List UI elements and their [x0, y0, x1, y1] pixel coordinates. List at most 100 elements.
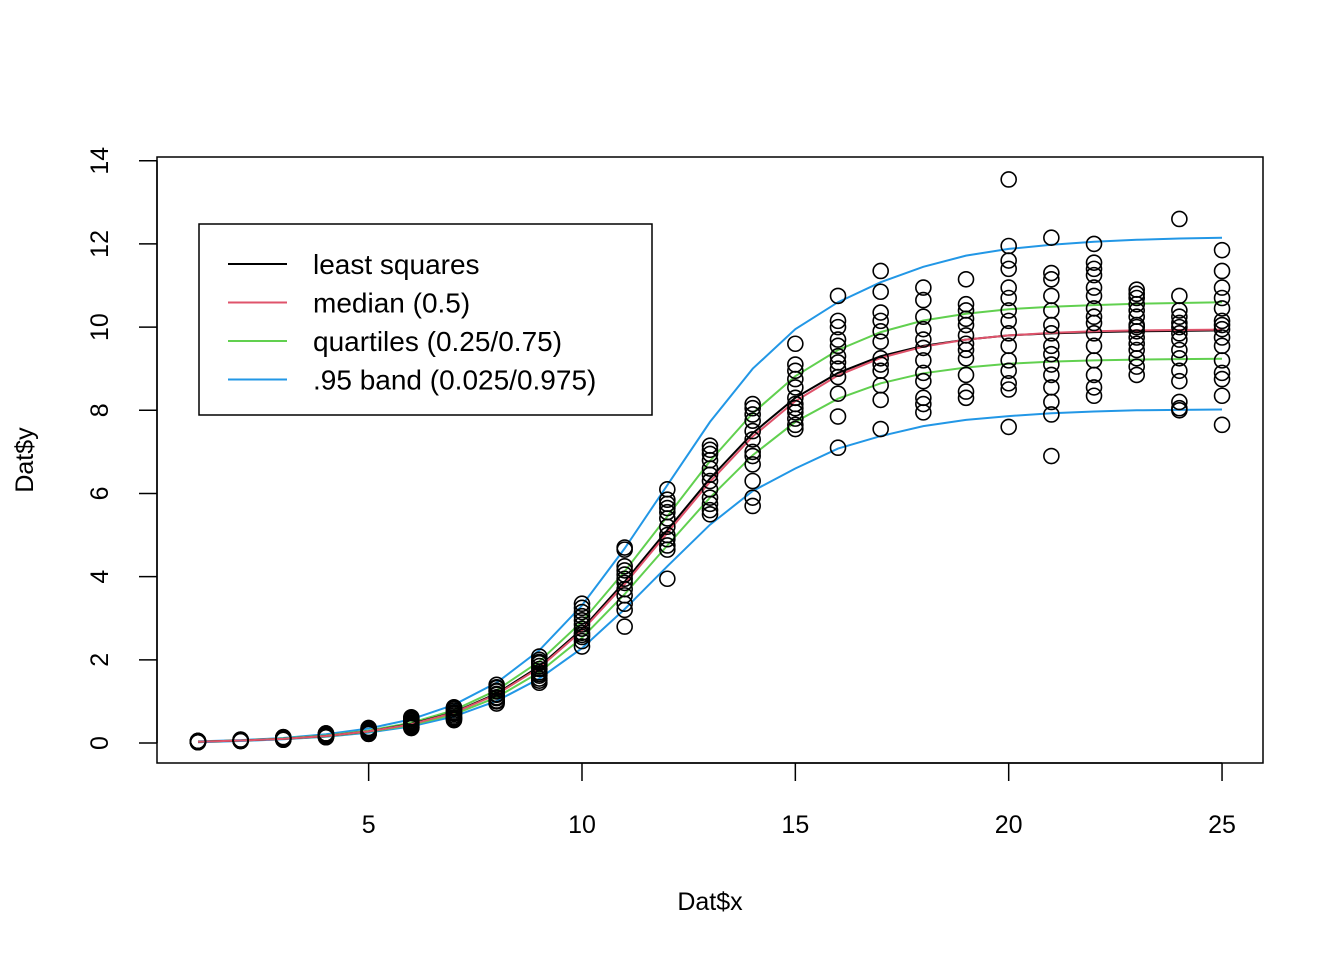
- legend: least squares median (0.5) quartiles (0.25…: [198, 223, 653, 416]
- data-point: [1085, 300, 1103, 317]
- data-point: [1085, 287, 1103, 305]
- data-point: [573, 626, 591, 644]
- data-point: [787, 416, 804, 434]
- data-point: [829, 337, 847, 355]
- data-point: [829, 347, 847, 365]
- data-point: [701, 505, 719, 523]
- legend-label: quartiles (0.25/0.75): [313, 326, 562, 357]
- x-axis: 5 10 15 20 25: [362, 762, 1236, 839]
- data-point: [1213, 289, 1231, 307]
- data-point: [872, 322, 889, 340]
- data-point: [1000, 337, 1017, 355]
- data-point: [1128, 341, 1145, 359]
- data-point: [829, 312, 847, 330]
- data-point: [1128, 281, 1145, 298]
- data-point: [1171, 308, 1188, 326]
- y-tick-label: 14: [86, 147, 114, 175]
- data-point: [787, 335, 804, 353]
- data-point: [872, 283, 889, 301]
- data-point: [616, 539, 633, 556]
- y-tick-label: 0: [86, 736, 114, 750]
- data-point: [1171, 372, 1188, 390]
- data-point: [957, 270, 975, 288]
- data-point: [1171, 318, 1188, 336]
- data-point: [616, 570, 633, 588]
- data-point: [1043, 366, 1060, 384]
- data-point: [872, 362, 889, 380]
- data-point: [872, 356, 889, 373]
- data-point: [829, 385, 847, 402]
- data-point: [360, 719, 377, 737]
- data-point: [1085, 260, 1103, 278]
- data-point: [445, 709, 463, 727]
- x-tick-label: 10: [568, 811, 596, 839]
- data-point: [787, 389, 804, 407]
- data-point: [1171, 325, 1188, 342]
- data-point: [1043, 447, 1060, 465]
- data-point: [1000, 279, 1017, 296]
- data-point: [957, 366, 975, 384]
- data-point: [957, 335, 975, 353]
- data-point: [1213, 387, 1231, 405]
- data-point: [701, 472, 719, 490]
- data-point: [701, 445, 719, 463]
- data-point: [659, 526, 676, 544]
- y-tick-label: 12: [86, 230, 114, 258]
- data-point: [1043, 345, 1060, 363]
- data-point: [915, 331, 932, 348]
- data-point: [744, 443, 761, 461]
- data-point: [403, 718, 420, 736]
- data-point: [1043, 406, 1060, 423]
- data-point: [1043, 270, 1060, 288]
- data-point: [1171, 210, 1188, 228]
- data-point: [616, 618, 633, 635]
- data-point: [872, 333, 889, 350]
- x-tick-label: 5: [362, 811, 376, 839]
- data-point: [659, 503, 676, 521]
- data-point: [445, 699, 463, 717]
- data-point: [1213, 300, 1231, 317]
- data-point: [1043, 356, 1060, 373]
- data-point: [1171, 393, 1188, 411]
- data-point: [1213, 262, 1231, 280]
- x-tick-label: 25: [1208, 811, 1236, 839]
- data-point: [1128, 302, 1145, 319]
- data-point: [1128, 358, 1145, 375]
- data-point: [1085, 266, 1103, 284]
- data-point: [957, 295, 975, 313]
- data-point: [659, 481, 676, 498]
- data-point: [1000, 171, 1017, 188]
- data-point: [189, 732, 207, 750]
- y-tick-label: 2: [86, 653, 114, 667]
- data-point: [1171, 350, 1188, 367]
- data-point: [701, 437, 719, 454]
- data-point: [616, 587, 633, 604]
- data-point: [1000, 381, 1017, 398]
- data-point: [1043, 337, 1060, 355]
- data-point: [1213, 279, 1231, 296]
- data-point: [787, 379, 804, 396]
- data-point: [787, 420, 804, 438]
- data-point: [701, 501, 719, 519]
- data-point: [701, 441, 719, 459]
- data-point: [573, 607, 591, 625]
- data-point: [1213, 370, 1231, 388]
- data-point: [872, 312, 889, 330]
- data-point: [1171, 362, 1188, 380]
- data-point: [787, 395, 804, 413]
- data-point: [1043, 264, 1060, 282]
- data-point: [1085, 279, 1103, 296]
- data-point: [1000, 312, 1017, 330]
- data-point: [829, 360, 847, 378]
- data-point: [1043, 379, 1060, 396]
- data-point: [915, 389, 932, 407]
- data-point: [1128, 329, 1145, 346]
- data-point: [531, 653, 548, 671]
- data-point: [1171, 314, 1188, 332]
- data-point: [232, 731, 249, 749]
- data-point: [1000, 418, 1017, 436]
- data-point: [1000, 289, 1017, 307]
- data-point: [872, 420, 889, 438]
- y-tick-label: 8: [86, 403, 114, 417]
- legend-label: .95 band (0.025/0.975): [313, 365, 596, 396]
